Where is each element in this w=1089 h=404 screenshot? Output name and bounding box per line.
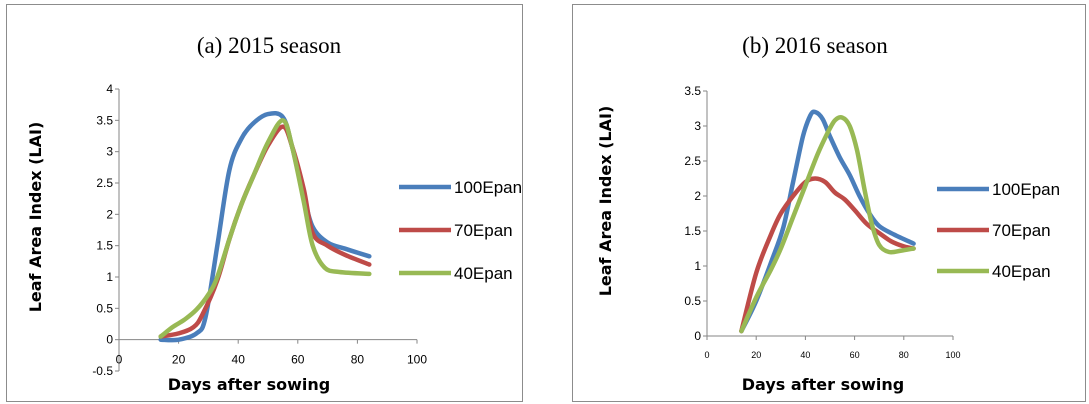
x-tick-label: 100 — [945, 350, 960, 360]
chart-2015-svg: (a) 2015 season Leaf Area Index (LAI) Da… — [26, 33, 522, 394]
legend-label: 100Epan — [992, 180, 1060, 199]
x-tick-label: 0 — [116, 353, 123, 367]
series-line-70Epan — [158, 124, 372, 339]
chart-title: (a) 2015 season — [197, 33, 342, 58]
x-tick-label: 100 — [407, 353, 427, 367]
chart-panel-2016: (b) 2016 season Leaf Area Index (LAI) Da… — [572, 4, 1086, 402]
x-axis-title: Days after sowing — [742, 375, 904, 394]
x-tick-label: 20 — [172, 353, 186, 367]
series-line-70Epan — [739, 176, 916, 334]
chart-title: (b) 2016 season — [742, 33, 888, 58]
y-tick-label: 1 — [106, 270, 113, 284]
chart-2016-svg: (b) 2016 season Leaf Area Index (LAI) Da… — [596, 33, 1060, 394]
x-tick-label: 80 — [899, 350, 909, 360]
y-tick-label: 1.5 — [684, 224, 701, 238]
y-axis-title: Leaf Area Index (LAI) — [596, 106, 615, 297]
series-line-100Epan — [739, 109, 916, 334]
y-tick-label: 2.5 — [684, 154, 701, 168]
y-tick-label: 0 — [694, 329, 701, 343]
legend-label: 40Epan — [992, 262, 1051, 281]
y-tick-label: 3.5 — [684, 84, 701, 98]
x-tick-label: 80 — [351, 353, 365, 367]
x-tick-label: 60 — [291, 353, 305, 367]
y-tick-label: 4 — [106, 82, 113, 96]
y-tick-label: 2 — [694, 189, 701, 203]
chart-panel-2015: (a) 2015 season Leaf Area Index (LAI) Da… — [6, 4, 523, 402]
x-tick-label: 40 — [232, 353, 246, 367]
y-tick-label: 0.5 — [96, 301, 113, 315]
y-tick-label: -0.5 — [92, 364, 113, 378]
legend-label: 70Epan — [454, 221, 513, 240]
series-line-100Epan — [158, 110, 372, 343]
y-tick-label: 1.5 — [96, 239, 113, 253]
x-axis-title: Days after sowing — [168, 375, 330, 394]
y-tick-label: 3 — [694, 119, 701, 133]
y-tick-label: 2.5 — [96, 176, 113, 190]
legend-label: 100Epan — [454, 178, 522, 197]
x-tick-label: 60 — [850, 350, 860, 360]
x-tick-label: 0 — [704, 350, 709, 360]
x-tick-label: 40 — [800, 350, 810, 360]
legend-label: 70Epan — [992, 221, 1051, 240]
y-tick-label: 0.5 — [684, 294, 701, 308]
y-tick-label: 1 — [694, 259, 701, 273]
x-tick-label: 20 — [751, 350, 761, 360]
y-tick-label: 3.5 — [96, 113, 113, 127]
series-line-40Epan — [739, 115, 916, 334]
y-axis-title: Leaf Area Index (LAI) — [26, 122, 45, 313]
y-tick-label: 0 — [106, 333, 113, 347]
legend-label: 40Epan — [454, 264, 513, 283]
series-line-40Epan — [158, 118, 372, 339]
y-tick-label: 3 — [106, 145, 113, 159]
y-tick-label: 2 — [106, 207, 113, 221]
